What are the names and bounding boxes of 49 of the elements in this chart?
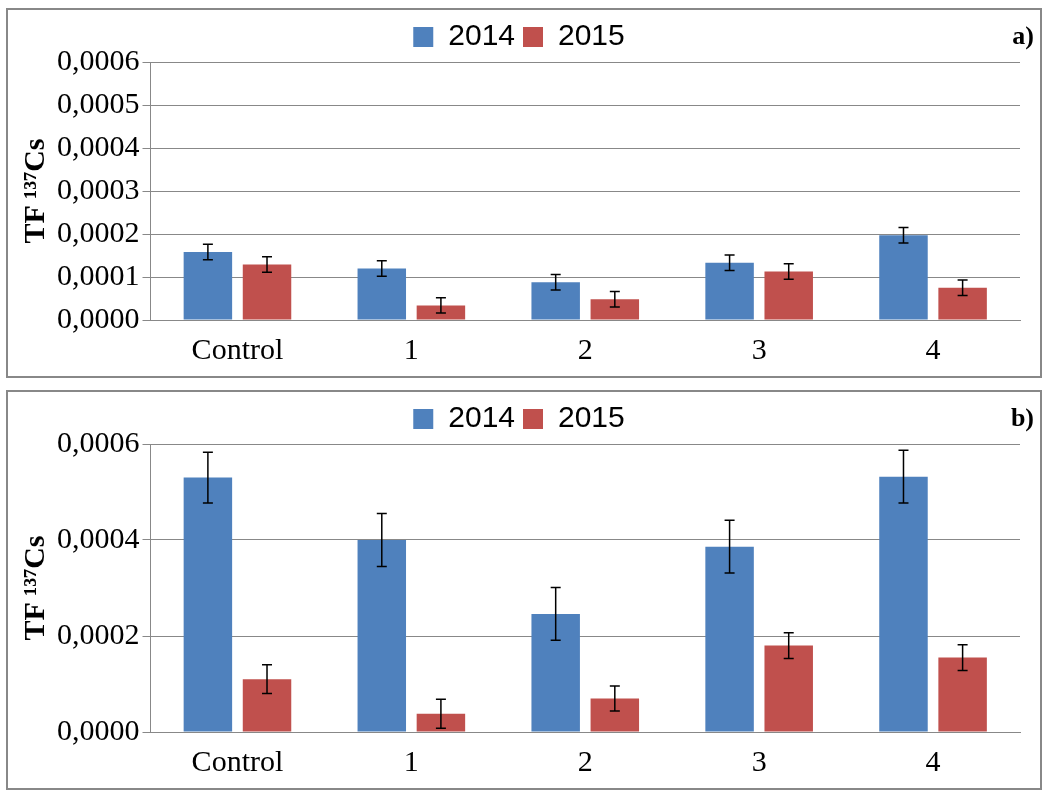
bar [590,299,640,320]
bar [242,679,292,732]
legend-label: 2014 [448,18,516,52]
y-tick-label: 0,0002 [57,214,140,248]
bar [590,698,640,732]
bar [357,268,407,320]
legend-label: 2015 [558,18,625,52]
text: a) [1012,20,1034,50]
legend-label: 2015 [558,400,625,434]
y-tick-label: 0,0003 [57,171,140,205]
y-tick-label: 0,0006 [57,42,140,76]
bar [705,546,754,732]
bar [242,264,292,320]
bar [705,262,754,320]
x-tick-label: 1 [403,331,419,365]
bar [531,613,580,732]
y-tick-label: 0,0000 [57,712,140,746]
x-tick-label: 3 [751,331,767,365]
bar [764,271,813,320]
bar [938,657,987,732]
legend-label: 2014 [448,400,516,434]
bar [938,287,987,320]
bar [879,476,928,732]
x-tick-label: Control [191,331,284,365]
y-tick-label: 0,0004 [57,128,140,162]
x-tick-label: 2 [577,331,593,365]
text: b) [1010,402,1034,432]
bar [764,645,813,732]
y-tick-label: 0,0000 [57,300,140,334]
bar [879,235,928,320]
bar [416,305,466,320]
bar [531,282,580,320]
bar [183,477,233,732]
y-tick-label: 0,0004 [57,520,140,554]
y-tick-label: 0,0006 [57,424,140,458]
bar [416,713,466,732]
y-axis-title: TF ¹³⁷Cs [16,535,50,641]
y-tick-label: 0,0001 [57,257,140,291]
x-tick-label: 1 [403,743,419,777]
x-tick-label: 4 [925,331,941,365]
y-axis-title: TF ¹³⁷Cs [16,138,50,244]
x-tick-label: 4 [925,743,941,777]
y-tick-label: 0,0005 [57,85,140,119]
bar [183,252,233,320]
y-tick-label: 0,0002 [57,616,140,650]
x-tick-label: 2 [577,743,593,777]
x-tick-label: Control [191,743,284,777]
x-tick-label: 3 [751,743,767,777]
bar [357,540,407,732]
